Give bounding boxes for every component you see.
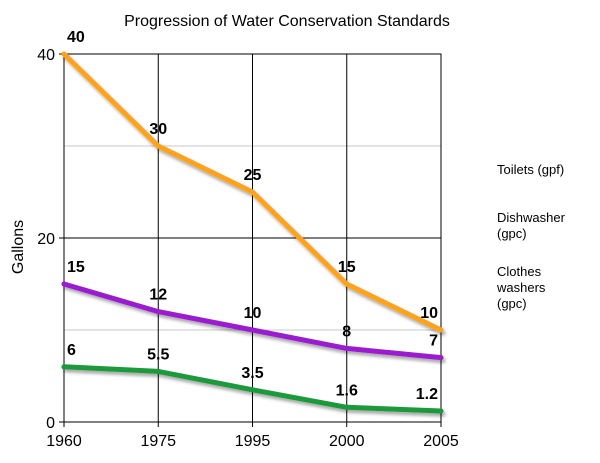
data-point-clothes-washers-gpc xyxy=(438,327,444,333)
data-label-clothes-washers-gpc: 15 xyxy=(338,259,356,276)
data-label-clothes-washers-gpc: 10 xyxy=(420,305,438,322)
data-point-toilets-gpf xyxy=(344,404,350,410)
legend-label-clothes-washers-gpc: washers xyxy=(496,280,546,295)
chart-title: Progression of Water Conservation Standa… xyxy=(124,13,450,30)
x-tick-label: 1995 xyxy=(235,433,271,450)
data-label-toilets-gpf: 5.5 xyxy=(147,346,169,363)
data-label-toilets-gpf: 3.5 xyxy=(241,365,263,382)
legend-label-clothes-washers-gpc: Clothes xyxy=(497,264,542,279)
data-point-toilets-gpf xyxy=(61,364,67,370)
data-label-clothes-washers-gpc: 40 xyxy=(67,29,85,46)
data-point-clothes-washers-gpc xyxy=(344,281,350,287)
data-label-toilets-gpf: 6 xyxy=(67,342,76,359)
x-tick-label: 1960 xyxy=(46,433,82,450)
y-tick-label: 0 xyxy=(46,415,55,432)
legend-label-toilets-gpf: Toilets (gpf) xyxy=(497,162,564,177)
data-label-clothes-washers-gpc: 25 xyxy=(244,167,262,184)
data-label-dishwasher-gpc: 8 xyxy=(342,323,351,340)
data-label-toilets-gpf: 1.2 xyxy=(416,386,438,403)
y-tick-label: 20 xyxy=(37,231,55,248)
data-label-clothes-washers-gpc: 30 xyxy=(149,121,167,138)
legend-label-clothes-washers-gpc: (gpc) xyxy=(497,296,527,311)
data-point-dishwasher-gpc xyxy=(61,281,67,287)
data-point-dishwasher-gpc xyxy=(155,309,161,315)
data-point-dishwasher-gpc xyxy=(344,345,350,351)
data-label-dishwasher-gpc: 15 xyxy=(67,259,85,276)
data-label-dishwasher-gpc: 7 xyxy=(429,333,438,350)
data-label-dishwasher-gpc: 10 xyxy=(244,305,262,322)
data-label-dishwasher-gpc: 12 xyxy=(149,287,167,304)
data-point-toilets-gpf xyxy=(438,408,444,414)
data-point-dishwasher-gpc xyxy=(250,327,255,333)
data-point-toilets-gpf xyxy=(155,368,161,374)
y-tick-label: 40 xyxy=(37,47,55,64)
x-tick-label: 2005 xyxy=(423,433,459,450)
y-axis-label: Gallons xyxy=(10,220,27,274)
x-tick-label: 1975 xyxy=(140,433,176,450)
legend-label-dishwasher-gpc: (gpc) xyxy=(497,226,527,241)
data-point-clothes-washers-gpc xyxy=(250,189,255,195)
legend-label-dishwasher-gpc: Dishwasher xyxy=(497,210,566,225)
data-label-toilets-gpf: 1.6 xyxy=(336,382,358,399)
data-point-dishwasher-gpc xyxy=(438,355,444,361)
data-point-clothes-washers-gpc xyxy=(61,51,67,57)
x-tick-label: 2000 xyxy=(329,433,365,450)
data-point-toilets-gpf xyxy=(250,387,255,393)
data-point-clothes-washers-gpc xyxy=(155,143,161,149)
